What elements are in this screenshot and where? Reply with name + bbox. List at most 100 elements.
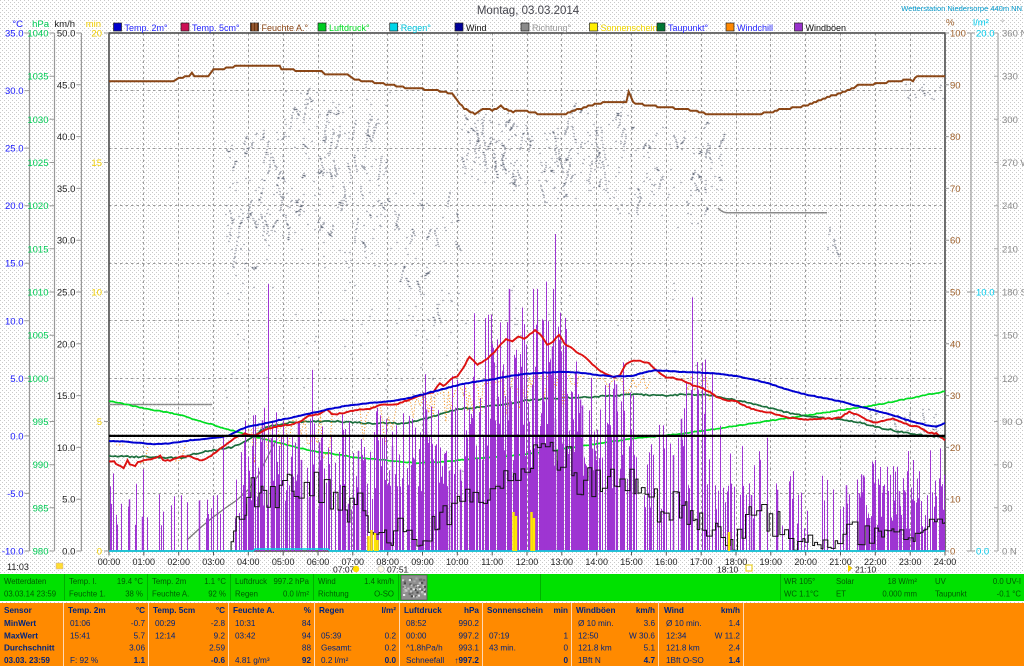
svg-text:88: 88 <box>302 644 312 653</box>
svg-text:0: 0 <box>97 547 102 558</box>
svg-text:5.1: 5.1 <box>644 644 656 653</box>
svg-text:38 %: 38 % <box>125 590 143 599</box>
svg-text:Durchschnitt: Durchschnitt <box>4 644 55 653</box>
svg-text:92: 92 <box>302 656 312 665</box>
svg-text:01:06: 01:06 <box>70 619 91 628</box>
svg-text:985: 985 <box>33 503 49 514</box>
svg-text:Windböen: Windböen <box>576 606 616 615</box>
svg-text:12:14: 12:14 <box>155 632 176 641</box>
svg-text:UV: UV <box>935 577 947 586</box>
svg-text:Luftdruck: Luftdruck <box>235 577 267 586</box>
svg-text:km/h: km/h <box>54 19 75 30</box>
svg-text:Wind: Wind <box>664 606 684 615</box>
svg-text:1Bft N: 1Bft N <box>578 656 601 665</box>
svg-text:19.4 °C: 19.4 °C <box>117 577 143 586</box>
svg-text:0: 0 <box>563 656 568 665</box>
svg-text:WC 1.1°C: WC 1.1°C <box>784 590 819 599</box>
svg-text:1.4: 1.4 <box>729 619 741 628</box>
svg-text:0.2 l/m²: 0.2 l/m² <box>321 656 349 665</box>
svg-text:-0.6: -0.6 <box>211 656 226 665</box>
svg-text:18:10: 18:10 <box>717 565 739 575</box>
svg-text:00:29: 00:29 <box>155 619 176 628</box>
svg-text:0 N: 0 N <box>1002 547 1017 558</box>
svg-text:15:41: 15:41 <box>70 632 91 641</box>
svg-text:Ø 10 min.: Ø 10 min. <box>578 619 614 628</box>
svg-text:12:00: 12:00 <box>516 557 539 567</box>
svg-text:20.0: 20.0 <box>976 29 995 40</box>
svg-text:25.0: 25.0 <box>5 144 24 155</box>
svg-text:0.0: 0.0 <box>10 431 23 442</box>
svg-text:Solar: Solar <box>836 577 855 586</box>
svg-text:08:52: 08:52 <box>406 619 427 628</box>
svg-text:1030: 1030 <box>27 115 48 126</box>
svg-text:5.7: 5.7 <box>134 632 146 641</box>
svg-text:Feuchte A.: Feuchte A. <box>233 606 275 615</box>
svg-text:990: 990 <box>33 460 49 471</box>
svg-text:60: 60 <box>950 236 961 247</box>
svg-text:%: % <box>304 606 312 615</box>
svg-text:15: 15 <box>91 158 102 169</box>
svg-text:Feuchte A.°: Feuchte A.° <box>262 23 309 33</box>
svg-text:°C: °C <box>12 19 23 30</box>
svg-text:10.0: 10.0 <box>57 443 76 454</box>
svg-text:Sensor: Sensor <box>4 606 33 615</box>
svg-text:Wetterstation Niedersorpe 440m: Wetterstation Niedersorpe 440m NN <box>901 4 1022 13</box>
svg-text:990.2: 990.2 <box>459 619 480 628</box>
svg-text:MinWert: MinWert <box>4 619 36 628</box>
svg-text:20.0: 20.0 <box>5 201 24 212</box>
svg-text:12:50: 12:50 <box>578 632 599 641</box>
svg-text:08:00: 08:00 <box>376 557 399 567</box>
svg-text:24:00: 24:00 <box>934 557 957 567</box>
svg-text:10:00: 10:00 <box>446 557 469 567</box>
svg-text:0.0 l/m²: 0.0 l/m² <box>283 590 309 599</box>
svg-text:0.0 UV-I: 0.0 UV-I <box>993 577 1021 586</box>
svg-text:0.2: 0.2 <box>385 644 397 653</box>
svg-text:2.59: 2.59 <box>209 644 225 653</box>
svg-text:121.8 km: 121.8 km <box>666 644 700 653</box>
svg-text:Regen°: Regen° <box>401 23 432 33</box>
svg-text:07:00: 07:00 <box>342 557 365 567</box>
svg-text:300: 300 <box>1002 115 1018 126</box>
svg-text:20.0: 20.0 <box>57 339 76 350</box>
svg-text:%: % <box>946 18 955 29</box>
svg-text:15.0: 15.0 <box>57 391 76 402</box>
svg-text:150: 150 <box>1002 331 1018 342</box>
svg-text:15:00: 15:00 <box>620 557 643 567</box>
svg-text:0.2: 0.2 <box>385 632 397 641</box>
svg-text:1.1 °C: 1.1 °C <box>204 577 226 586</box>
svg-text:04:00: 04:00 <box>237 557 260 567</box>
svg-text:18 W/m²: 18 W/m² <box>888 577 918 586</box>
svg-text:84: 84 <box>302 619 312 628</box>
svg-text:10: 10 <box>950 495 961 506</box>
svg-text:2.4: 2.4 <box>729 644 741 653</box>
svg-text:0.0: 0.0 <box>62 547 75 558</box>
svg-text:Temp. 2m: Temp. 2m <box>152 577 186 586</box>
svg-text:Luftdruck°: Luftdruck° <box>329 23 370 33</box>
svg-text:45.0: 45.0 <box>57 80 76 91</box>
svg-text:Wind: Wind <box>318 577 336 586</box>
svg-text:0: 0 <box>563 644 568 653</box>
svg-text:Feuchte 1.: Feuchte 1. <box>69 590 106 599</box>
svg-text:Temp. I.: Temp. I. <box>69 577 97 586</box>
svg-text:↑997.2: ↑997.2 <box>454 656 479 665</box>
svg-text:360 N: 360 N <box>1002 29 1024 40</box>
svg-text:11:03: 11:03 <box>7 562 29 572</box>
svg-text:3.06: 3.06 <box>129 644 145 653</box>
svg-text:5.0: 5.0 <box>62 495 75 506</box>
svg-text:21:00: 21:00 <box>829 557 852 567</box>
svg-text:Wetterdaten: Wetterdaten <box>4 577 46 586</box>
svg-text:50: 50 <box>950 288 961 299</box>
svg-text:121.8 km: 121.8 km <box>578 644 612 653</box>
svg-text:hPa: hPa <box>464 606 479 615</box>
svg-text:Temp. 2m°: Temp. 2m° <box>125 23 169 33</box>
svg-text:270 W: 270 W <box>1002 158 1024 169</box>
svg-text:92 %: 92 % <box>208 590 226 599</box>
svg-text:Windchill: Windchill <box>737 23 773 33</box>
svg-text:Regen: Regen <box>319 606 344 615</box>
svg-text:°C: °C <box>136 606 145 615</box>
svg-text:ET: ET <box>836 590 846 599</box>
svg-text:997.2: 997.2 <box>459 632 480 641</box>
svg-text:09:00: 09:00 <box>411 557 434 567</box>
svg-text:05:00: 05:00 <box>272 557 295 567</box>
svg-text:03:00: 03:00 <box>202 557 225 567</box>
